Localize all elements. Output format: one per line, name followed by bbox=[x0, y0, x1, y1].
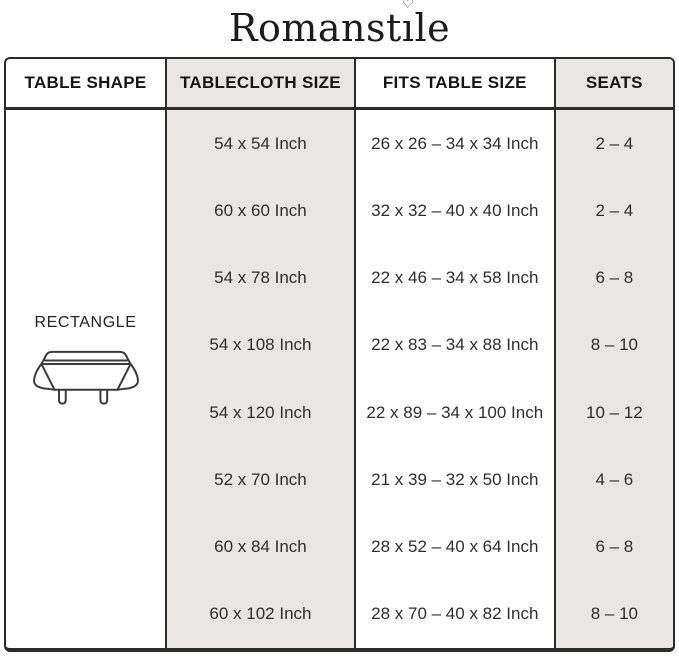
seats-cell: 6 – 8 bbox=[595, 537, 634, 557]
fits-table-size-cell: 21 x 39 – 32 x 50 Inch bbox=[371, 469, 539, 489]
fits-table-size-cell: 22 x 89 – 34 x 100 Inch bbox=[366, 402, 544, 422]
logo-letter-i: ♡ ı bbox=[401, 0, 415, 50]
header-fits-table-size: FITS TABLE SIZE bbox=[355, 59, 556, 110]
fits-table-size-cell: 26 x 26 – 34 x 34 Inch bbox=[371, 133, 539, 153]
tablecloth-size-cell: 54 x 54 Inch bbox=[214, 133, 307, 153]
fits-table-size-cell: 28 x 52 – 40 x 64 Inch bbox=[371, 537, 539, 557]
tablecloth-size-cell: 54 x 120 Inch bbox=[209, 402, 312, 422]
tablecloth-size-column: 54 x 54 Inch 60 x 60 Inch 54 x 78 Inch 5… bbox=[167, 110, 356, 648]
tablecloth-size-cell: 54 x 78 Inch bbox=[214, 268, 307, 288]
logo-dotless-i: ı bbox=[401, 5, 415, 50]
seats-column: 2 – 4 2 – 4 6 – 8 8 – 10 10 – 12 4 – 6 6… bbox=[555, 110, 673, 648]
seats-cell: 4 – 6 bbox=[595, 469, 634, 489]
seats-cell: 2 – 4 bbox=[595, 133, 634, 153]
header-seats: SEATS bbox=[555, 59, 673, 110]
header-table-shape: TABLE SHAPE bbox=[6, 59, 168, 110]
shape-block: RECTANGLE bbox=[32, 314, 140, 409]
header-tablecloth-size: TABLECLOTH SIZE bbox=[167, 59, 356, 110]
seats-cell: 6 – 8 bbox=[595, 268, 634, 288]
heart-ornament-icon: ♡ bbox=[401, 0, 415, 12]
shape-label: RECTANGLE bbox=[34, 313, 137, 331]
seats-cell: 10 – 12 bbox=[585, 402, 643, 422]
tablecloth-size-cell: 60 x 84 Inch bbox=[214, 537, 307, 557]
size-chart-table: TABLE SHAPE TABLECLOTH SIZE FITS TABLE S… bbox=[4, 57, 675, 652]
tablecloth-size-cell: 54 x 108 Inch bbox=[209, 335, 312, 355]
fits-table-size-cell: 32 x 32 – 40 x 40 Inch bbox=[371, 200, 539, 220]
brand-logo: Romanst ♡ ı le bbox=[0, 0, 679, 55]
seats-cell: 8 – 10 bbox=[590, 335, 638, 355]
fits-table-size-cell: 28 x 70 – 40 x 82 Inch bbox=[371, 604, 539, 624]
fits-table-size-column: 26 x 26 – 34 x 34 Inch 32 x 32 – 40 x 40… bbox=[356, 110, 556, 648]
tablecloth-size-cell: 52 x 70 Inch bbox=[214, 469, 307, 489]
logo-text-left: Romanst bbox=[228, 5, 402, 50]
table-shape-cell: RECTANGLE bbox=[6, 110, 168, 648]
seats-cell: 8 – 10 bbox=[590, 604, 638, 624]
seats-cell: 2 – 4 bbox=[595, 200, 634, 220]
tablecloth-size-cell: 60 x 102 Inch bbox=[209, 604, 312, 624]
logo-text-right: le bbox=[414, 5, 451, 50]
rectangle-tablecloth-icon bbox=[32, 350, 139, 405]
fits-table-size-cell: 22 x 46 – 34 x 58 Inch bbox=[371, 268, 539, 288]
tablecloth-size-cell: 60 x 60 Inch bbox=[214, 200, 307, 220]
fits-table-size-cell: 22 x 83 – 34 x 88 Inch bbox=[371, 335, 539, 355]
